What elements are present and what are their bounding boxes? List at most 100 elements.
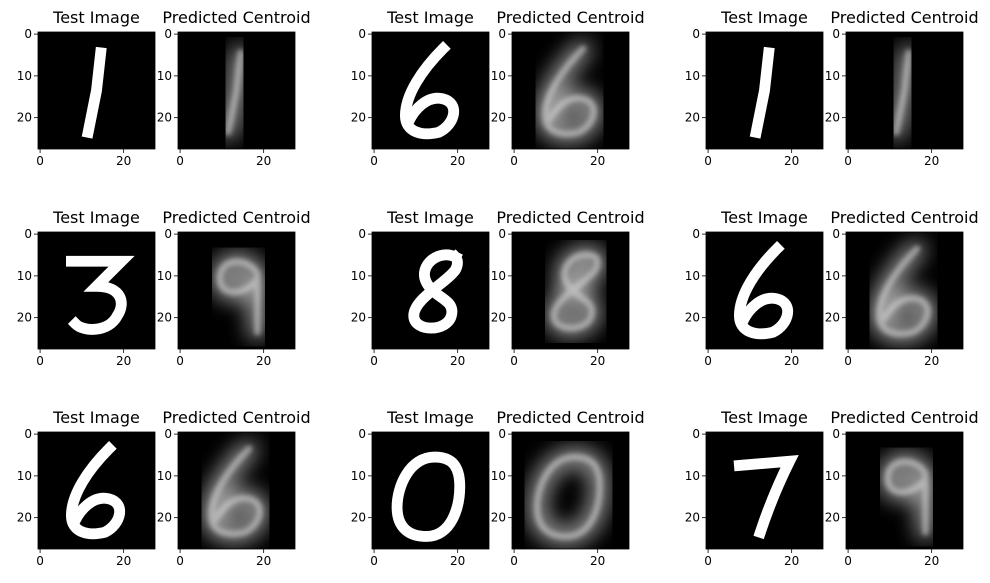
- y-tick-label: 10: [825, 69, 840, 83]
- y-tick-label: 20: [351, 111, 366, 125]
- y-tick-label: 0: [24, 27, 32, 41]
- test-digit-6: [399, 41, 459, 140]
- y-tick-label: 20: [685, 511, 700, 525]
- test-digit-1: [749, 46, 775, 139]
- x-tick-label: 0: [510, 354, 518, 368]
- y-tick-label: 10: [351, 69, 366, 83]
- predicted-centroid-axes-1-title: Predicted Centroid: [496, 8, 644, 27]
- predicted-centroid-axes-6-title: Predicted Centroid: [162, 408, 310, 427]
- x-tick-label: 20: [590, 354, 605, 368]
- x-tick-label: 0: [176, 154, 184, 168]
- y-tick-label: 10: [157, 469, 172, 483]
- x-tick-label: 0: [844, 354, 852, 368]
- test-digit-6: [65, 441, 125, 540]
- y-tick-label: 20: [825, 111, 840, 125]
- y-tick-label: 10: [17, 69, 32, 83]
- x-tick-label: 0: [370, 354, 378, 368]
- x-tick-label: 0: [176, 354, 184, 368]
- test-image-axes-7: Test Image 0 20 0 10 20: [351, 408, 490, 568]
- test-image-axes-4: Test Image 0 20 0 10 20: [351, 208, 490, 368]
- y-tick-label: 20: [491, 511, 506, 525]
- test-image-axes-4-title: Test Image: [386, 208, 474, 227]
- predicted-centroid-axes-5-title: Predicted Centroid: [830, 208, 978, 227]
- y-tick-label: 20: [17, 311, 32, 325]
- y-tick-label: 20: [157, 511, 172, 525]
- y-tick-label: 0: [164, 27, 172, 41]
- test-image-axes-7-title: Test Image: [386, 408, 474, 427]
- x-tick-label: 0: [510, 554, 518, 568]
- y-tick-label: 10: [491, 69, 506, 83]
- x-tick-label: 0: [704, 354, 712, 368]
- predicted-centroid-axes-0-title: Predicted Centroid: [162, 8, 310, 27]
- y-tick-label: 20: [157, 111, 172, 125]
- y-tick-label: 10: [825, 269, 840, 283]
- x-tick-label: 20: [450, 354, 465, 368]
- x-tick-label: 0: [36, 354, 44, 368]
- test-digit-1: [81, 46, 107, 139]
- test-image-axes-0-title: Test Image: [52, 8, 140, 27]
- test-image-axes-6: Test Image 0 20 0 10 20: [17, 408, 156, 568]
- test-image-axes-2-title: Test Image: [720, 8, 808, 27]
- y-tick-label: 0: [832, 427, 840, 441]
- test-digit-3: [65, 255, 135, 335]
- predicted-centroid-axes-8-title: Predicted Centroid: [830, 408, 978, 427]
- x-tick-label: 0: [844, 154, 852, 168]
- test-image-axes-5: Test Image 0 20 0 10 20: [685, 208, 824, 368]
- test-image-axes-6-title: Test Image: [52, 408, 140, 427]
- y-tick-label: 20: [351, 511, 366, 525]
- y-tick-label: 10: [491, 269, 506, 283]
- x-tick-label: 20: [590, 554, 605, 568]
- y-tick-label: 0: [358, 27, 366, 41]
- y-tick-label: 10: [491, 469, 506, 483]
- y-tick-label: 10: [685, 469, 700, 483]
- test-image-axes-1: Test Image 0 20 0 10 20: [351, 8, 490, 168]
- y-tick-label: 0: [24, 227, 32, 241]
- y-tick-label: 20: [351, 311, 366, 325]
- test-image-axes-1-title: Test Image: [386, 8, 474, 27]
- x-tick-label: 20: [116, 354, 131, 368]
- x-tick-label: 20: [924, 354, 939, 368]
- x-tick-label: 20: [256, 354, 271, 368]
- x-tick-label: 20: [256, 554, 271, 568]
- y-tick-label: 20: [17, 111, 32, 125]
- test-digit-6: [733, 241, 793, 340]
- y-tick-label: 0: [832, 27, 840, 41]
- y-tick-label: 20: [491, 311, 506, 325]
- x-tick-label: 0: [844, 554, 852, 568]
- y-tick-label: 20: [491, 111, 506, 125]
- y-tick-label: 20: [685, 311, 700, 325]
- predicted-centroid-axes-3-title: Predicted Centroid: [162, 208, 310, 227]
- y-tick-label: 0: [498, 427, 506, 441]
- y-tick-label: 10: [17, 269, 32, 283]
- y-tick-label: 20: [157, 311, 172, 325]
- x-tick-label: 0: [36, 554, 44, 568]
- predicted-centroid-axes-2-title: Predicted Centroid: [830, 8, 978, 27]
- y-tick-label: 10: [351, 469, 366, 483]
- x-tick-label: 0: [370, 554, 378, 568]
- x-tick-label: 20: [256, 154, 271, 168]
- y-tick-label: 10: [157, 69, 172, 83]
- test-image-axes-3: Test Image 0 20 0 10 20: [17, 208, 156, 368]
- test-image-axes-3-title: Test Image: [52, 208, 140, 227]
- x-tick-label: 20: [924, 154, 939, 168]
- x-tick-label: 20: [590, 154, 605, 168]
- x-tick-label: 20: [784, 354, 799, 368]
- y-tick-label: 10: [685, 269, 700, 283]
- y-tick-label: 0: [164, 427, 172, 441]
- y-tick-label: 0: [692, 27, 700, 41]
- x-tick-label: 20: [450, 154, 465, 168]
- test-image-axes-0: Test Image 0 20 0 10 20: [17, 8, 156, 168]
- y-tick-label: 0: [498, 27, 506, 41]
- predicted-centroid-axes-7-title: Predicted Centroid: [496, 408, 644, 427]
- y-tick-label: 0: [832, 227, 840, 241]
- x-tick-label: 0: [36, 154, 44, 168]
- y-tick-label: 0: [692, 227, 700, 241]
- y-tick-label: 20: [825, 311, 840, 325]
